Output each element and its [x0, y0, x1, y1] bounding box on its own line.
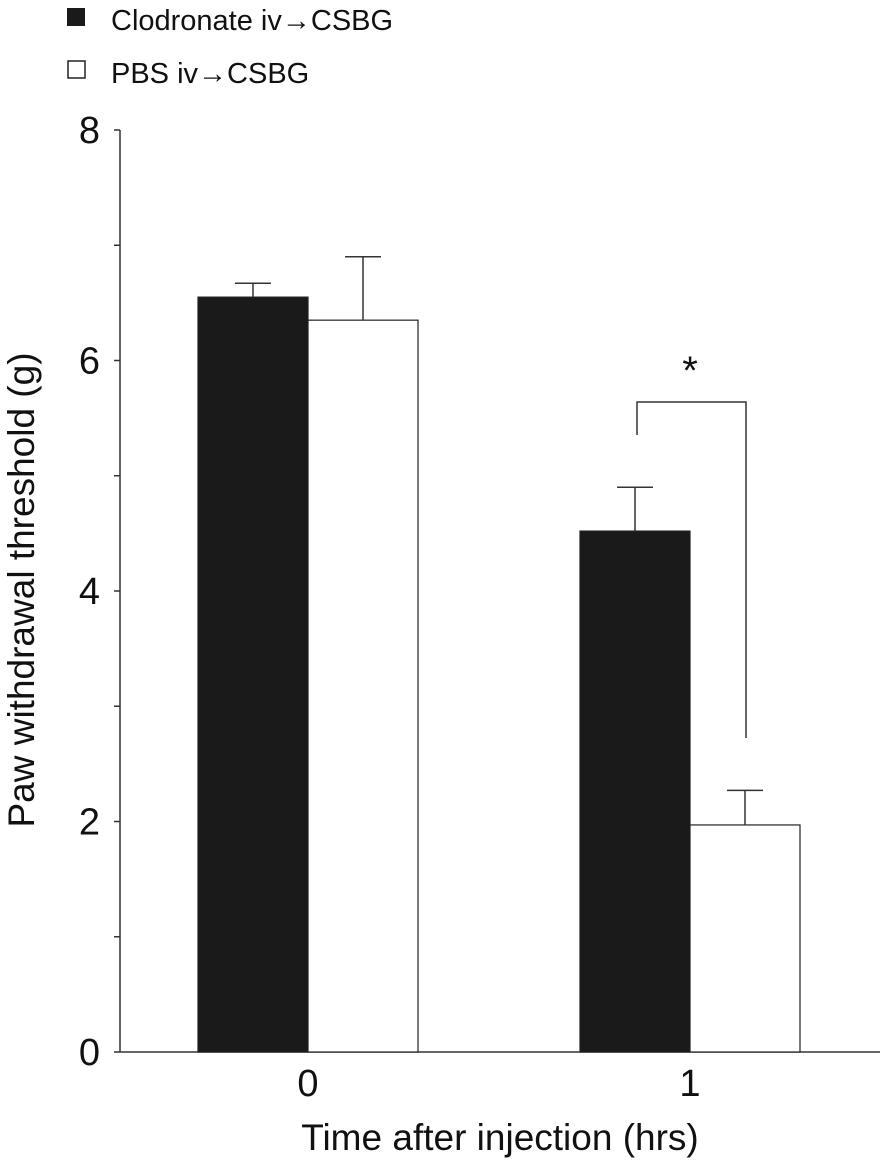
y-ticks	[114, 129, 120, 1053]
bar-clodronate-0	[197, 296, 309, 1053]
y-tick-label: 4	[79, 571, 100, 613]
error-bars	[235, 256, 763, 825]
bar-pbs-1	[689, 824, 801, 1053]
y-tick-label: 2	[79, 802, 100, 844]
y-tick-label: 8	[79, 110, 100, 152]
y-tick-label: 6	[79, 341, 100, 383]
legend-label-clodronate: Clodronate iv→CSBG	[111, 5, 393, 37]
bar-pbs-0	[307, 319, 419, 1053]
legend-label-pbs: PBS iv→CSBG	[111, 58, 309, 90]
x-tick-label: 0	[297, 1063, 318, 1105]
legend: Clodronate iv→CSBG PBS iv→CSBG	[67, 5, 393, 90]
y-tick-labels: 0 2 4 6 8	[79, 110, 100, 1074]
y-tick-label: 0	[79, 1032, 100, 1074]
significance-star: *	[682, 349, 698, 393]
bar-clodronate-1	[579, 530, 691, 1053]
bars	[197, 296, 801, 1053]
x-axis-title: Time after injection (hrs)	[301, 1117, 699, 1158]
legend-swatch-clodronate	[67, 8, 85, 26]
y-axis-title: Paw withdrawal threshold (g)	[1, 352, 42, 827]
significance-bracket	[636, 401, 747, 738]
x-tick-label: 1	[679, 1063, 700, 1105]
legend-swatch-pbs	[67, 60, 86, 79]
